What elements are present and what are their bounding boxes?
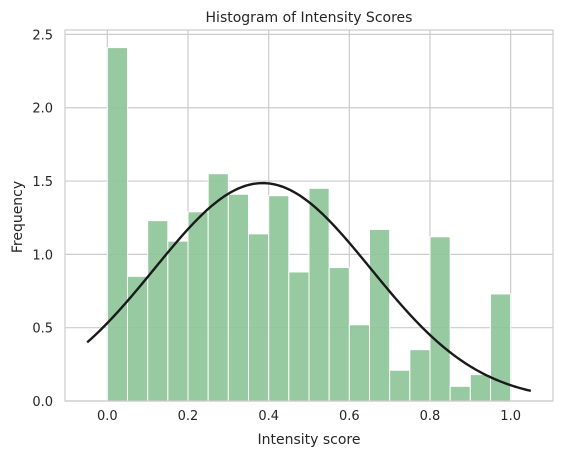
- normal-fit-curve: [86, 181, 532, 393]
- histogram-bar: [368, 228, 391, 402]
- y-tick-label: 0.5: [32, 322, 53, 337]
- x-tick-labels: 0.0 0.2 0.4 0.6 0.8 1.0: [97, 409, 521, 424]
- histogram-bar: [167, 240, 189, 402]
- histogram-bar: [127, 275, 149, 402]
- y-tick-label: 1.5: [32, 175, 53, 190]
- x-tick-label: 1.0: [500, 409, 521, 424]
- x-tick-label: 0.4: [258, 409, 279, 424]
- y-tick-label: 2.0: [32, 102, 53, 117]
- histogram-bar: [147, 220, 169, 402]
- y-axis-label: Frequency: [10, 181, 26, 253]
- histogram-bar: [469, 374, 491, 402]
- y-tick-label: 0.0: [32, 395, 53, 410]
- histogram-bar: [389, 369, 411, 402]
- histogram-bar: [429, 236, 451, 402]
- histogram-bar: [248, 233, 270, 402]
- plot-frame: [64, 29, 554, 402]
- histogram-bar: [409, 349, 431, 402]
- histogram-bar: [106, 47, 129, 402]
- x-tick-label: 0.6: [339, 409, 360, 424]
- y-tick-label: 2.5: [32, 28, 53, 43]
- histogram-bar: [288, 271, 310, 402]
- histogram-bar: [348, 324, 370, 402]
- x-tick-label: 0.0: [97, 409, 118, 424]
- bars-layer: [106, 47, 512, 402]
- x-axis-label: Intensity score: [257, 432, 360, 448]
- x-tick-label: 0.2: [178, 409, 199, 424]
- chart-title: Histogram of Intensity Scores: [206, 10, 413, 26]
- y-tick-label: 1.0: [32, 248, 53, 263]
- x-tick-label: 0.8: [420, 409, 441, 424]
- histogram-bar: [227, 193, 250, 402]
- histogram-bar: [449, 385, 471, 402]
- y-tick-labels: 0.0 0.5 1.0 1.5 2.0 2.5: [32, 28, 53, 410]
- histogram-bar: [268, 195, 290, 402]
- histogram-bar: [328, 267, 350, 402]
- histogram-bar: [187, 211, 209, 402]
- histogram-bar: [308, 187, 330, 402]
